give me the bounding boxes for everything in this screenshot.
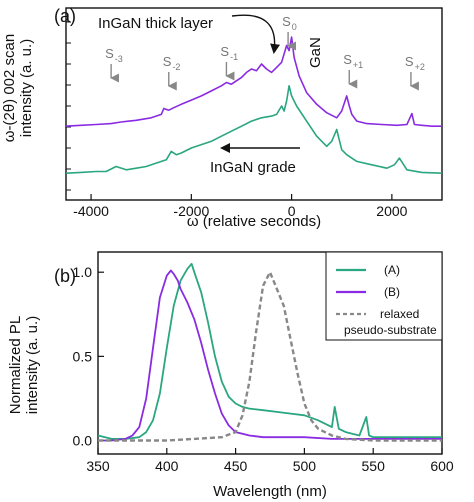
panel-a-ylabel: ω-(2θ) 002 scan intensity (a. u.) xyxy=(1,34,35,142)
satellite-peak-+2: S+2 xyxy=(405,54,425,91)
satellite-peak-label: S-3 xyxy=(105,46,123,64)
panel-a-satellite-peaks: S-3 S-2 S-1 S0 S+1 S+2 xyxy=(105,14,425,91)
panel-b-x-axis: 350 400 450 500 550 600 xyxy=(86,448,454,474)
panel-a-label: (a) xyxy=(54,6,76,26)
gan-annotation: GaN xyxy=(307,37,324,68)
grade-annotation: InGaN grade xyxy=(210,159,296,176)
panel-b-y-tick-label: 1.0 xyxy=(73,264,93,280)
panel-a-x-tick-label: -4000 xyxy=(73,203,109,219)
panel-b-x-tick-label: 500 xyxy=(293,458,317,474)
satellite-peak-label: S+2 xyxy=(405,54,425,72)
legend-box xyxy=(325,251,443,341)
satellite-peak-label: S-2 xyxy=(163,54,181,72)
panel-a-frame xyxy=(65,7,443,201)
legend-label-relaxed-line1: relaxed xyxy=(380,307,419,321)
legend-label-b: (B) xyxy=(384,285,400,299)
satellite-peak-0: S0 xyxy=(282,14,297,51)
satellite-peak-label: S-1 xyxy=(220,44,238,62)
panel-a-ylabel-line2: intensity (a. u.) xyxy=(18,39,35,137)
panel-b-x-tick-label: 450 xyxy=(224,458,248,474)
panel-b-series-b xyxy=(98,269,442,442)
panel-b-xlabel: Wavelength (nm) xyxy=(213,483,327,500)
panel-a: (a) ω-(2θ) 002 scan intensity (a. u.) -4… xyxy=(1,6,443,230)
panel-a-xlabel: ω (relative seconds) xyxy=(187,213,321,230)
panel-b-ylabel: Normalized PL intensity (a. u.) xyxy=(7,316,41,414)
satellite-peak-label: S+1 xyxy=(343,52,363,70)
thick-layer-arrow xyxy=(231,14,281,54)
panel-a-series-upper xyxy=(65,36,442,127)
gan-label: GaN xyxy=(307,37,324,68)
panel-b-ylabel-line2: intensity (a. u.) xyxy=(24,316,41,414)
panel-a-ylabel-line1: ω-(2θ) 002 scan xyxy=(1,34,18,142)
panel-b-y-tick-label: 0.5 xyxy=(73,348,93,364)
panel-b-x-tick-label: 350 xyxy=(86,458,110,474)
satellite-peak--3: S-3 xyxy=(105,46,123,83)
panel-a-y-ticks xyxy=(66,21,71,191)
panel-a-x-tick-label: 2000 xyxy=(376,203,407,219)
legend-label-a: (A) xyxy=(384,263,400,277)
panel-a-x-tick-label: -2000 xyxy=(173,203,209,219)
satellite-peak-+1: S+1 xyxy=(343,52,363,89)
panel-a-x-axis: -4000 -2000 0 2000 xyxy=(73,194,408,219)
panel-b-y-tick-label: 0.0 xyxy=(73,433,93,449)
panel-a-x-tick-label: 0 xyxy=(288,203,296,219)
legend-label-relaxed-line2: pseudo-substrate xyxy=(344,323,437,337)
panel-b-frame xyxy=(97,251,443,455)
legend: (A) (B) relaxed pseudo-substrate xyxy=(325,251,443,341)
panel-b-ylabel-line1: Normalized PL xyxy=(7,316,24,414)
panel-a-series xyxy=(65,36,443,174)
panel-b-x-tick-label: 550 xyxy=(362,458,386,474)
thick-layer-annotation: InGaN thick layer xyxy=(98,15,213,32)
satellite-peak-label: S0 xyxy=(282,14,297,32)
panel-b-x-tick-label: 600 xyxy=(430,458,454,474)
satellite-peak--2: S-2 xyxy=(163,54,181,91)
panel-b-series-relaxed xyxy=(98,271,442,442)
panel-a-series-lower xyxy=(65,85,443,174)
panel-b: (b) Normalized PL intensity (a. u.) 0.00… xyxy=(7,251,454,500)
panel-b-y-axis: 0.0 0.5 1.0 xyxy=(73,264,104,449)
panel-b-x-tick-label: 400 xyxy=(155,458,179,474)
satellite-peak--1: S-1 xyxy=(220,44,238,81)
panel-b-series-a xyxy=(97,262,442,440)
panel-b-label: (b) xyxy=(54,266,76,286)
panel-b-series xyxy=(97,262,442,442)
